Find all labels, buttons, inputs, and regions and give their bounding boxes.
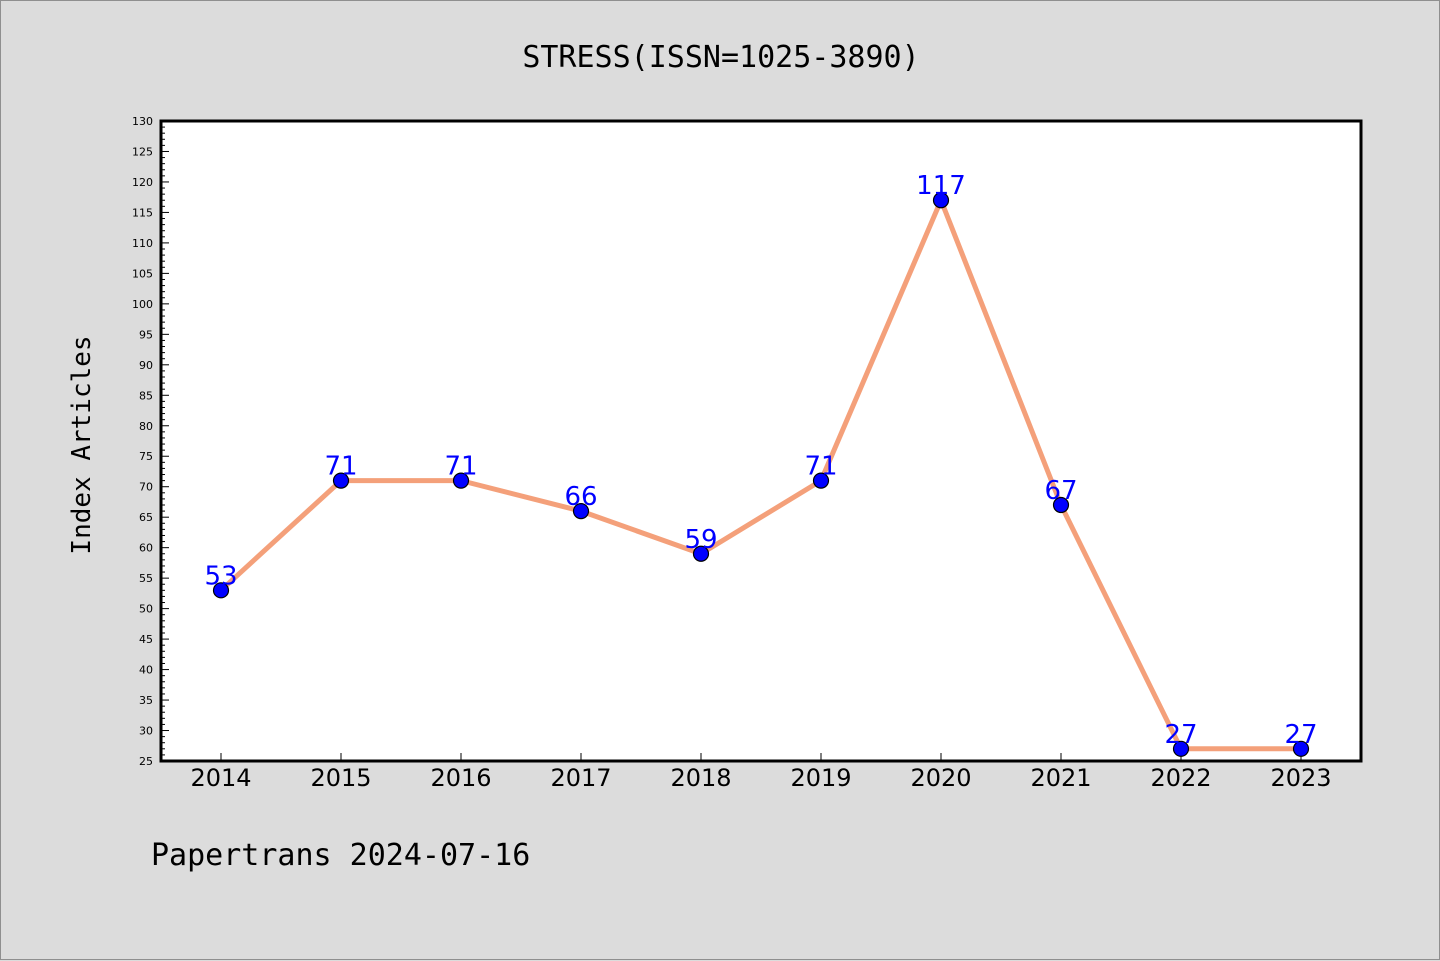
x-tick-label: 2015 [310, 764, 371, 792]
y-tick-label: 55 [139, 572, 153, 585]
x-tick-label: 2018 [670, 764, 731, 792]
plot-border [159, 119, 1363, 763]
y-tick-label: 70 [139, 481, 153, 494]
y-tick-label: 45 [139, 633, 153, 646]
y-tick-label: 30 [139, 725, 153, 738]
series-group: 53 71 71 66 59 71 117 67 27 27 [204, 171, 1318, 757]
y-tick-label: 120 [132, 176, 153, 189]
data-point [212, 582, 230, 599]
plot-area [161, 121, 1361, 761]
y-axis-label: Index Articles [67, 335, 97, 554]
y-tick-label: 65 [139, 511, 153, 524]
y-tick-label: 105 [132, 267, 153, 280]
data-point [1172, 740, 1190, 757]
x-tick-label: 2016 [430, 764, 491, 792]
y-tick-label: 25 [139, 755, 153, 768]
x-tick-label: 2019 [790, 764, 851, 792]
y-tick-label: 90 [139, 359, 153, 372]
data-label: 117 [916, 171, 966, 201]
y-tick-label: 115 [132, 206, 153, 219]
data-label: 27 [1284, 720, 1317, 750]
data-point [1292, 740, 1310, 757]
footer-text: Papertrans 2024-07-16 [151, 838, 530, 873]
y-tick-label: 60 [139, 542, 153, 555]
x-tick-label: 2023 [1270, 764, 1331, 792]
x-tick-label: 2017 [550, 764, 611, 792]
y-tick-label: 85 [139, 389, 153, 402]
y-tick-label: 40 [139, 664, 153, 677]
series-line [219, 197, 1301, 752]
y-tick-label: 75 [139, 450, 153, 463]
y-tick-label: 130 [132, 115, 153, 128]
data-label: 59 [684, 525, 717, 555]
data-point [812, 472, 830, 489]
y-tick-label: 35 [139, 694, 153, 707]
y-tick-label: 125 [132, 145, 153, 158]
data-label: 71 [804, 452, 837, 482]
x-tick-label: 2020 [910, 764, 971, 792]
data-point [1052, 496, 1070, 514]
data-point [572, 502, 590, 520]
data-point [332, 472, 350, 489]
data-label: 27 [1164, 720, 1197, 750]
data-point [452, 472, 470, 489]
y-tick-label: 80 [139, 420, 153, 433]
y-tick-label: 100 [132, 298, 153, 311]
data-point [692, 545, 710, 562]
data-label: 66 [564, 482, 597, 512]
x-axis-ticks: 2014 2015 2016 2017 2018 2019 2020 2021 2022 2023 [190, 753, 1332, 792]
x-tick-label: 2022 [1150, 764, 1211, 792]
data-label: 71 [444, 452, 477, 482]
chart-title: STRESS(ISSN=1025-3890) [522, 40, 919, 75]
y-tick-label: 50 [139, 603, 153, 616]
data-label: 53 [204, 561, 237, 591]
y-tick-label: 95 [139, 328, 153, 341]
y-tick-label: 110 [132, 237, 153, 250]
data-point [932, 192, 950, 209]
x-tick-label: 2014 [190, 764, 251, 792]
x-tick-label: 2021 [1030, 764, 1091, 792]
data-label: 67 [1044, 476, 1077, 506]
data-label: 71 [324, 452, 357, 482]
